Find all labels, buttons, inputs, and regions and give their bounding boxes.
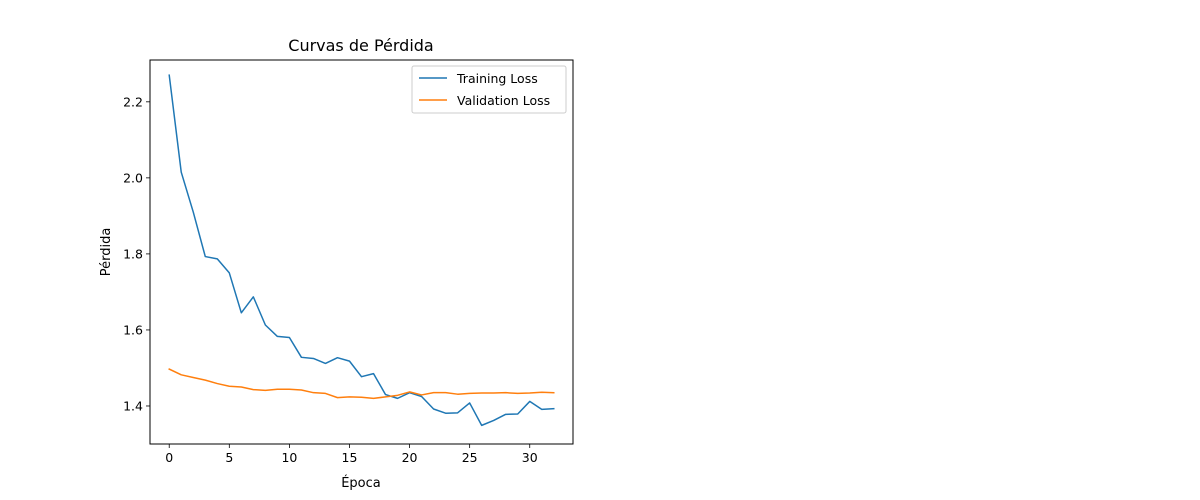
y-axis-label: Pérdida bbox=[99, 228, 114, 277]
x-axis-ticks: 0 5 10 15 20 25 30 bbox=[165, 444, 538, 465]
y-tick-label: 1.6 bbox=[123, 322, 143, 337]
x-tick-label: 5 bbox=[225, 450, 233, 465]
y-tick-label: 2.0 bbox=[123, 170, 143, 185]
y-tick-label: 1.4 bbox=[123, 398, 143, 413]
series-line-validation-loss bbox=[168, 368, 555, 400]
plot-area: 0 5 10 15 20 25 30 1.4 1.6 1.8 2.0 2.2 bbox=[123, 59, 574, 465]
x-tick-label: 10 bbox=[281, 450, 297, 465]
legend-box bbox=[411, 65, 567, 114]
x-tick-label: 30 bbox=[522, 450, 538, 465]
legend-label-validation: Validation Loss bbox=[457, 93, 550, 108]
legend: Training Loss Validation Loss bbox=[411, 65, 567, 114]
x-tick-label: 15 bbox=[342, 450, 358, 465]
x-tick-label: 25 bbox=[462, 450, 478, 465]
legend-label-training: Training Loss bbox=[456, 71, 538, 86]
series-line-training-loss bbox=[168, 74, 555, 427]
plot-frame bbox=[149, 59, 574, 445]
chart-title: Curvas de Pérdida bbox=[288, 36, 433, 55]
y-tick-label: 2.2 bbox=[123, 94, 143, 109]
series-lines bbox=[168, 74, 555, 427]
x-tick-label: 0 bbox=[165, 450, 173, 465]
y-tick-label: 1.8 bbox=[123, 246, 143, 261]
x-tick-label: 20 bbox=[402, 450, 418, 465]
y-axis-ticks: 1.4 1.6 1.8 2.0 2.2 bbox=[123, 94, 150, 413]
x-axis-label: Época bbox=[341, 475, 381, 491]
